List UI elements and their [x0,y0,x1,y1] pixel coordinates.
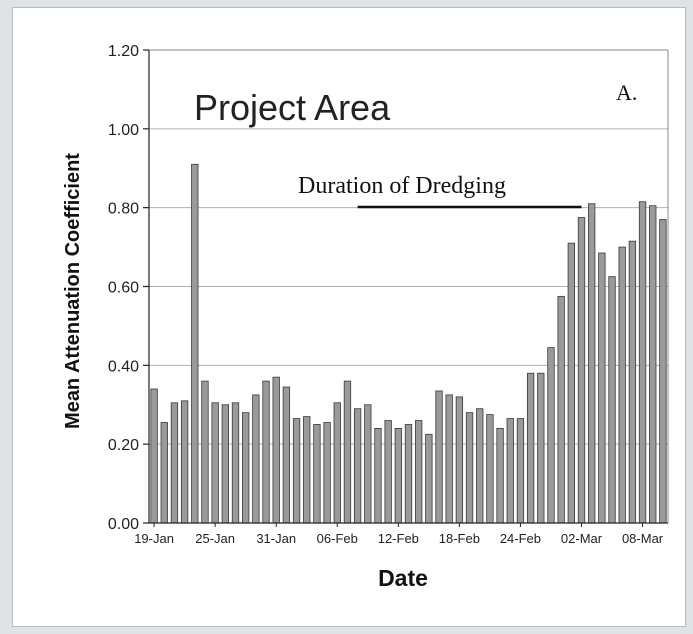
bar [435,390,443,524]
bar [608,276,616,524]
chart-frame: 0.00 0.20 0.40 0.60 0.80 1.00 1.20 19-Jan 25-Ja… [12,7,686,627]
bar [333,402,341,524]
y-tick-label: 0.00 [108,516,139,533]
y-tick-label: 0.40 [108,358,139,375]
bar [170,402,179,524]
bar [455,396,464,524]
chart-title: Project Area [194,87,391,128]
y-tick-label: 0.20 [108,437,139,454]
bar [618,246,626,524]
bar [343,380,352,524]
bar [384,420,392,524]
bar [476,408,484,524]
y-tick-label: 1.20 [108,43,139,60]
y-tick-label: 1.00 [108,122,139,139]
bar [628,240,637,524]
bar [506,418,514,524]
bar [394,427,402,524]
bar [496,427,504,524]
bar [272,376,280,524]
bar [516,418,525,524]
bar [649,205,657,524]
y-tick-label: 0.80 [108,201,139,218]
bar [567,242,575,524]
x-tick-label: 24-Feb [500,531,541,546]
bar [211,402,219,524]
x-tick-label: 25-Jan [195,531,235,546]
bar [303,416,311,524]
bar [313,424,321,524]
bar [201,380,209,524]
bar [150,388,158,524]
bar [547,347,555,524]
bar [231,402,240,524]
attenuation-bar-chart: 0.00 0.20 0.40 0.60 0.80 1.00 1.20 19-Jan 25-Ja… [62,43,669,591]
bar [425,433,433,524]
x-tick-label: 08-Mar [622,531,664,546]
y-tick-label: 0.60 [108,280,139,297]
x-tick-label: 31-Jan [256,531,296,546]
x-axis-title: Date [378,565,428,591]
bar [323,422,331,524]
bar [486,414,494,524]
dredging-annotation: Duration of Dredging [298,173,506,199]
bar [364,404,372,524]
x-tick-label: 06-Feb [317,531,358,546]
bar [353,408,362,524]
bar [537,372,545,524]
bar [465,412,474,524]
bar [252,394,260,524]
bar [242,412,250,524]
bars [150,163,667,524]
bar [659,219,667,524]
bar [191,163,199,524]
y-tick-labels: 0.00 0.20 0.40 0.60 0.80 1.00 1.20 [108,43,139,533]
x-tick-label: 02-Mar [561,531,603,546]
y-axis-title: Mean Attenuation Coefficient [62,153,84,429]
bar [262,380,270,524]
bar [415,420,423,524]
x-tick-label: 19-Jan [134,531,174,546]
bar [577,217,586,524]
bar [292,418,301,524]
bar [557,295,565,524]
bar [588,203,596,524]
bar [282,386,291,524]
x-tick-label: 18-Feb [439,531,480,546]
bar [404,424,413,524]
bar [526,372,535,524]
bar [160,422,168,524]
x-tick-label: 12-Feb [378,531,419,546]
bar [598,252,606,524]
bar [445,394,453,524]
bar [638,201,647,524]
bar [180,400,189,524]
panel-label: A. [616,80,637,105]
bar [374,427,382,524]
x-tick-labels: 19-Jan 25-Jan 31-Jan 06-Feb 12-Feb 18-Feb 24-F… [134,531,664,546]
axes [143,49,669,527]
bar [221,404,229,524]
